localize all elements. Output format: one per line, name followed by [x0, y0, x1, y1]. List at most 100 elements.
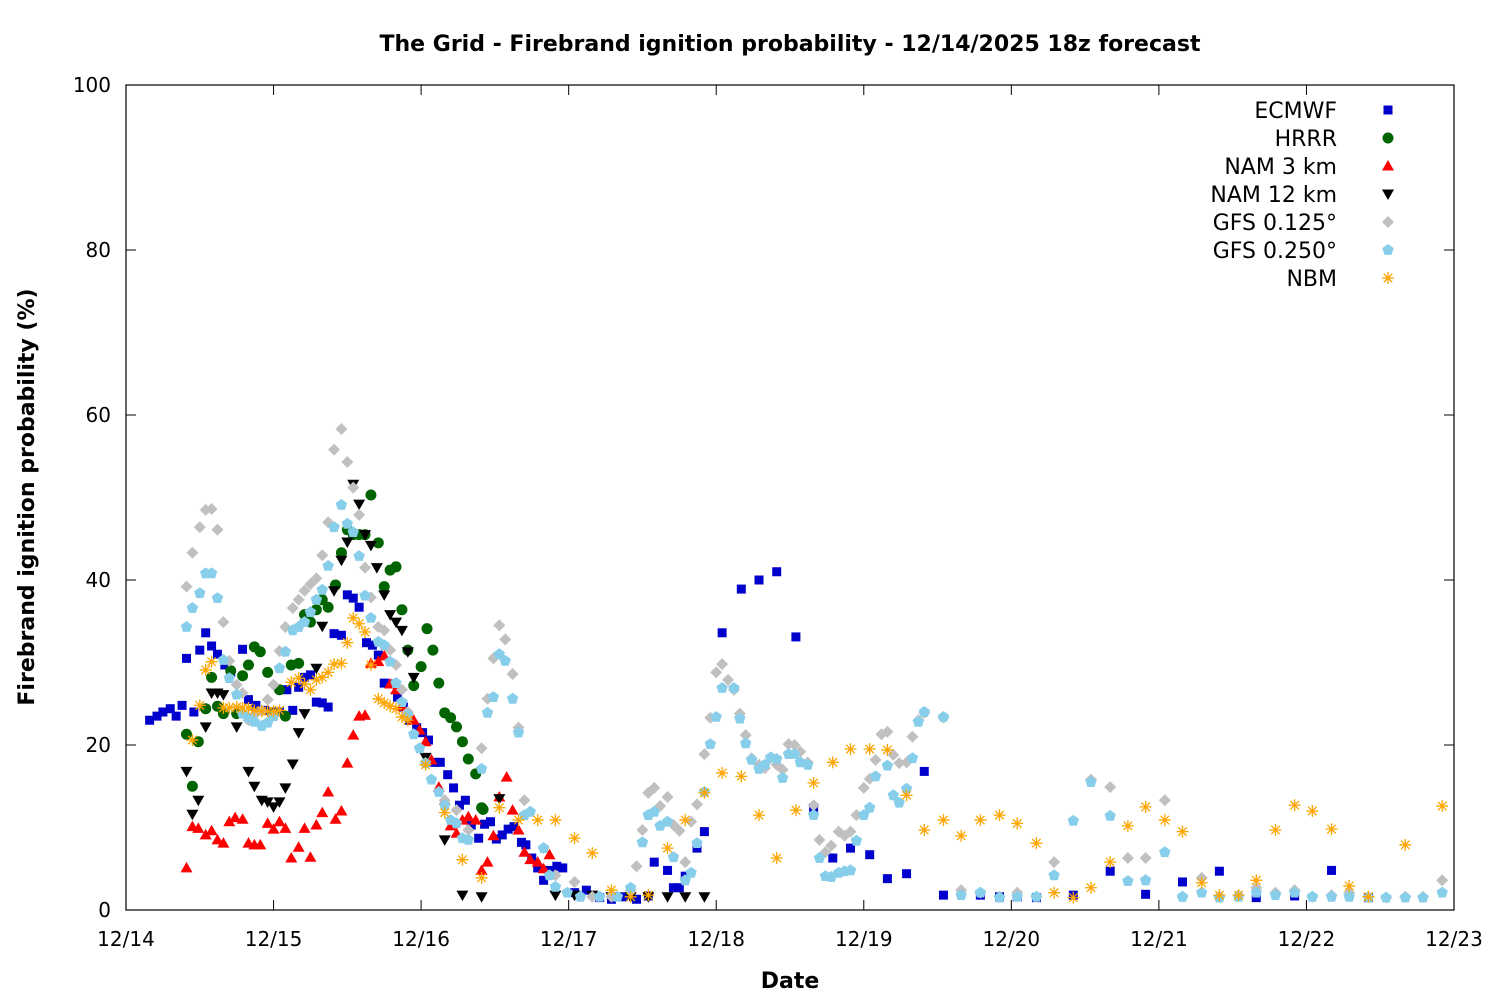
- data-point: [223, 701, 236, 714]
- data-point: [1030, 837, 1043, 850]
- data-point: [533, 863, 543, 873]
- data-point: [316, 583, 328, 595]
- data-point: [717, 628, 727, 638]
- data-point: [1325, 890, 1338, 902]
- data-point: [293, 657, 305, 669]
- data-point: [322, 786, 335, 797]
- data-point: [311, 697, 321, 707]
- data-point: [807, 776, 820, 789]
- data-point: [754, 575, 764, 585]
- data-point: [685, 866, 697, 878]
- data-point: [1011, 890, 1023, 902]
- data-point: [401, 714, 414, 727]
- data-point: [267, 678, 280, 691]
- data-point: [316, 806, 329, 818]
- data-point: [549, 890, 562, 902]
- series-nbm: [186, 611, 1449, 904]
- data-point: [974, 886, 987, 898]
- data-point: [248, 704, 261, 717]
- data-point: [407, 672, 420, 684]
- data-point: [347, 611, 360, 624]
- x-tick-label: 12/23: [1425, 927, 1483, 951]
- data-point: [857, 781, 870, 794]
- data-point: [1177, 877, 1187, 887]
- data-point: [300, 672, 310, 682]
- x-tick-label: 12/17: [540, 927, 598, 951]
- data-point: [310, 673, 323, 686]
- data-point: [475, 742, 488, 755]
- data-point: [955, 829, 968, 842]
- data-point: [199, 722, 212, 733]
- data-point: [475, 892, 488, 903]
- legend-label: NAM 3 km: [1224, 155, 1337, 180]
- x-tick-label: 12/18: [687, 927, 745, 951]
- y-tick-label: 40: [86, 568, 111, 592]
- legend-marker-icon: [1382, 160, 1394, 171]
- data-point: [477, 803, 489, 815]
- data-point: [341, 456, 354, 469]
- data-point: [335, 657, 348, 670]
- data-point: [1158, 814, 1171, 827]
- data-point: [772, 567, 782, 577]
- data-point: [421, 623, 433, 635]
- data-point: [1362, 890, 1375, 903]
- legend: ECMWF HRRR NAM 3 km NAM 12 km GFS 0.125° GFS …: [1210, 99, 1394, 292]
- data-point: [194, 587, 206, 599]
- data-point: [177, 700, 187, 710]
- data-point: [753, 809, 766, 822]
- y-tick-label: 0: [98, 898, 111, 922]
- legend-marker-icon: [1383, 105, 1393, 115]
- data-point: [390, 702, 403, 715]
- data-point: [1105, 866, 1115, 876]
- data-point: [722, 673, 735, 686]
- data-point: [1306, 890, 1319, 902]
- data-point: [1104, 781, 1117, 794]
- data-point: [716, 682, 728, 693]
- data-point: [364, 658, 377, 671]
- data-point: [487, 691, 500, 702]
- data-point: [328, 521, 340, 533]
- data-point: [254, 646, 266, 658]
- data-point: [310, 572, 323, 585]
- data-point: [1158, 794, 1171, 807]
- data-point: [1269, 889, 1282, 900]
- data-point: [543, 869, 556, 881]
- axis-ticks: 12/14 12/15 12/16 12/17 12/18 12/19 12/20 12/21…: [73, 73, 1483, 951]
- data-point: [158, 707, 168, 717]
- data-point: [537, 842, 550, 853]
- data-point: [419, 758, 432, 771]
- data-point: [632, 894, 642, 904]
- data-point: [993, 891, 1006, 903]
- legend-label: ECMWF: [1254, 99, 1337, 124]
- data-point: [1380, 891, 1392, 903]
- data-point: [298, 709, 311, 720]
- data-point: [379, 678, 389, 688]
- data-point: [211, 592, 224, 603]
- data-point: [415, 661, 427, 673]
- data-point: [353, 499, 366, 511]
- data-point: [561, 886, 573, 898]
- data-point: [439, 799, 451, 811]
- data-point: [845, 843, 855, 853]
- data-point: [152, 711, 162, 721]
- data-point: [261, 693, 274, 706]
- data-point: [273, 797, 286, 808]
- data-point: [292, 672, 305, 685]
- data-point: [512, 726, 525, 738]
- data-point: [395, 710, 408, 723]
- data-point: [237, 670, 249, 682]
- data-point: [993, 809, 1006, 822]
- data-point: [1417, 891, 1429, 903]
- data-point: [199, 828, 212, 840]
- data-point: [390, 677, 402, 688]
- data-point: [362, 638, 372, 648]
- data-point: [661, 815, 674, 827]
- data-point: [506, 668, 519, 681]
- legend-label: GFS 0.250°: [1213, 239, 1337, 264]
- data-point: [462, 833, 474, 845]
- data-point: [186, 734, 199, 747]
- data-point: [254, 838, 267, 850]
- data-point: [531, 856, 544, 867]
- data-point: [636, 823, 649, 836]
- data-point: [863, 743, 876, 756]
